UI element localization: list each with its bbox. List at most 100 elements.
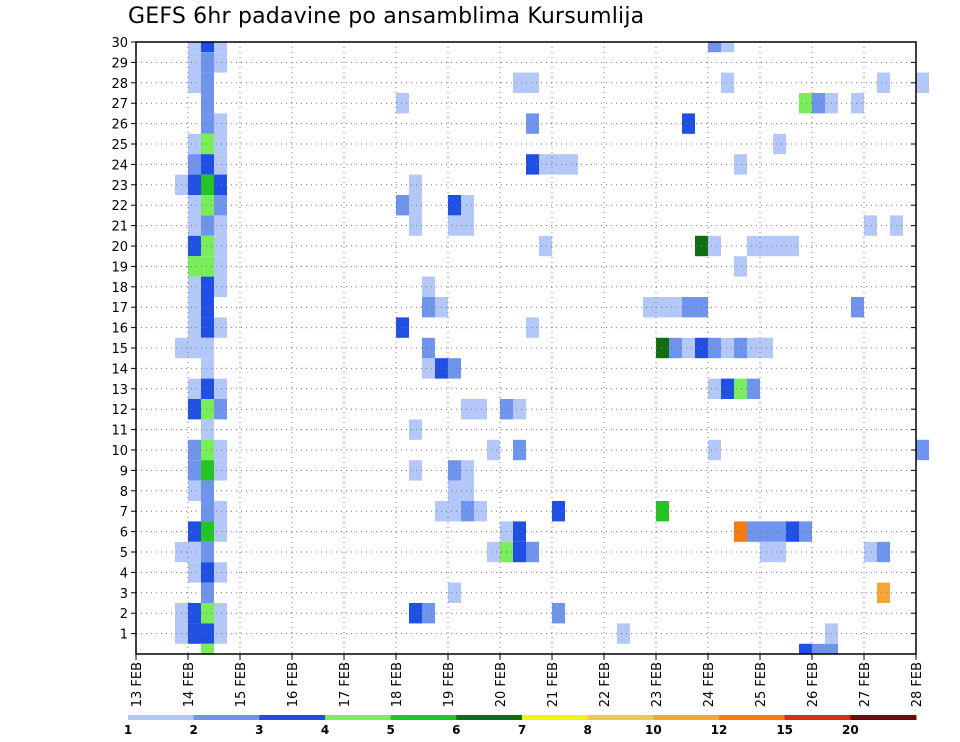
y-tick-label: 18 bbox=[111, 281, 128, 296]
heatmap-cell bbox=[214, 154, 227, 175]
colorbar: 1 2 3 4 5 6 7 8 10 12 15 20 bbox=[124, 715, 917, 737]
heatmap-cell bbox=[409, 603, 422, 624]
y-tick-label: 3 bbox=[120, 587, 128, 602]
y-tick-label: 15 bbox=[111, 342, 128, 357]
heatmap-cell bbox=[539, 235, 552, 257]
heatmap-cell bbox=[877, 541, 890, 563]
y-tick-label: 13 bbox=[111, 383, 128, 398]
y-tick-label: 14 bbox=[111, 362, 128, 377]
heatmap-cell bbox=[188, 215, 201, 236]
heatmap-cell bbox=[188, 317, 201, 338]
y-tick-label: 8 bbox=[120, 485, 128, 500]
heatmap-cell bbox=[409, 215, 422, 236]
y-tick-label: 7 bbox=[120, 505, 128, 520]
heatmap-cell bbox=[799, 93, 812, 114]
heatmap-cell bbox=[916, 72, 929, 93]
heatmap-cell bbox=[708, 235, 721, 257]
heatmap-cell bbox=[201, 603, 214, 624]
heatmap-cell bbox=[214, 235, 227, 257]
colorbar-swatch bbox=[522, 715, 589, 720]
y-tick-label: 23 bbox=[111, 179, 128, 194]
heatmap-cell bbox=[422, 603, 435, 624]
heatmap-cell bbox=[201, 93, 214, 114]
heatmap-cell bbox=[526, 113, 539, 134]
heatmap-cell bbox=[513, 399, 526, 420]
heatmap-cell bbox=[188, 399, 201, 420]
heatmap-cell bbox=[474, 501, 487, 522]
y-tick-label: 27 bbox=[111, 97, 128, 112]
heatmap-cell bbox=[201, 378, 214, 399]
heatmap-cell bbox=[201, 399, 214, 420]
heatmap-cell bbox=[526, 154, 539, 175]
heatmap-cell bbox=[201, 297, 214, 318]
x-tick-label: 27 FEB bbox=[858, 662, 873, 707]
chart-title: GEFS 6hr padavine po ansamblima Kursumli… bbox=[128, 4, 645, 29]
heatmap-cell bbox=[201, 154, 214, 175]
heatmap-cell bbox=[188, 562, 201, 583]
heatmap-cell bbox=[864, 541, 877, 563]
heatmap-cell bbox=[188, 42, 201, 53]
heatmap-cell bbox=[461, 399, 487, 420]
colorbar-swatch bbox=[456, 715, 523, 720]
heatmap-cell bbox=[669, 337, 682, 359]
heatmap-cell bbox=[396, 317, 409, 338]
heatmap-cell bbox=[877, 72, 890, 93]
heatmap-cell bbox=[201, 195, 214, 216]
heatmap-cell bbox=[734, 521, 747, 542]
heatmap-cell bbox=[188, 133, 201, 155]
colorbar-label: 4 bbox=[321, 723, 329, 737]
heatmap-cell bbox=[461, 501, 474, 522]
colorbar-swatch bbox=[587, 715, 654, 720]
x-tick-label: 22 FEB bbox=[598, 662, 613, 707]
heatmap-cell bbox=[513, 439, 526, 461]
x-tick-label: 28 FEB bbox=[910, 662, 925, 707]
heatmap-cells bbox=[175, 42, 929, 654]
colorbar-swatch bbox=[390, 715, 457, 720]
heatmap-cell bbox=[799, 643, 812, 654]
heatmap-cell bbox=[214, 317, 227, 338]
colorbar-swatch bbox=[325, 715, 392, 720]
x-tick-label: 14 FEB bbox=[182, 662, 197, 707]
y-tick-label: 12 bbox=[111, 403, 128, 418]
heatmap-cell bbox=[188, 256, 201, 277]
heatmap-cell bbox=[682, 337, 695, 359]
colorbar-label: 1 bbox=[124, 723, 132, 737]
heatmap-cell bbox=[721, 378, 734, 399]
x-tick-label: 18 FEB bbox=[390, 662, 405, 707]
colorbar-swatch bbox=[193, 715, 260, 720]
heatmap-cell bbox=[448, 460, 461, 481]
heatmap-cell bbox=[214, 52, 227, 73]
heatmap-cell bbox=[201, 235, 214, 257]
colorbar-swatch bbox=[653, 715, 720, 720]
heatmap-cell bbox=[643, 297, 682, 318]
heatmap-cell bbox=[448, 501, 461, 522]
colorbar-swatch bbox=[850, 715, 917, 720]
heatmap-cell bbox=[188, 174, 201, 195]
y-tick-label: 1 bbox=[120, 628, 128, 643]
heatmap-cell bbox=[201, 501, 214, 522]
y-tick-label: 25 bbox=[111, 138, 128, 153]
heatmap-cell bbox=[422, 297, 435, 318]
heatmap-cell bbox=[201, 215, 214, 236]
colorbar-label: 5 bbox=[386, 723, 394, 737]
heatmap-cell bbox=[214, 256, 227, 277]
heatmap-cell bbox=[201, 42, 214, 53]
heatmap-cell bbox=[201, 276, 214, 297]
y-tick-label: 16 bbox=[111, 322, 128, 337]
y-tick-label: 6 bbox=[120, 526, 128, 541]
heatmap-cell bbox=[422, 358, 435, 379]
x-tick-label: 24 FEB bbox=[702, 662, 717, 707]
y-tick-label: 29 bbox=[111, 56, 128, 71]
heatmap-cell bbox=[188, 480, 201, 501]
y-tick-label: 9 bbox=[120, 464, 128, 479]
heatmap-cell bbox=[201, 337, 214, 359]
y-tick-label: 24 bbox=[111, 158, 128, 173]
heatmap-cell bbox=[214, 521, 227, 542]
heatmap-cell bbox=[552, 603, 565, 624]
y-tick-label: 26 bbox=[111, 118, 128, 133]
heatmap-cell bbox=[851, 93, 864, 114]
heatmap-cell bbox=[188, 72, 201, 93]
heatmap-cell bbox=[487, 541, 500, 563]
heatmap-cell bbox=[188, 276, 201, 297]
